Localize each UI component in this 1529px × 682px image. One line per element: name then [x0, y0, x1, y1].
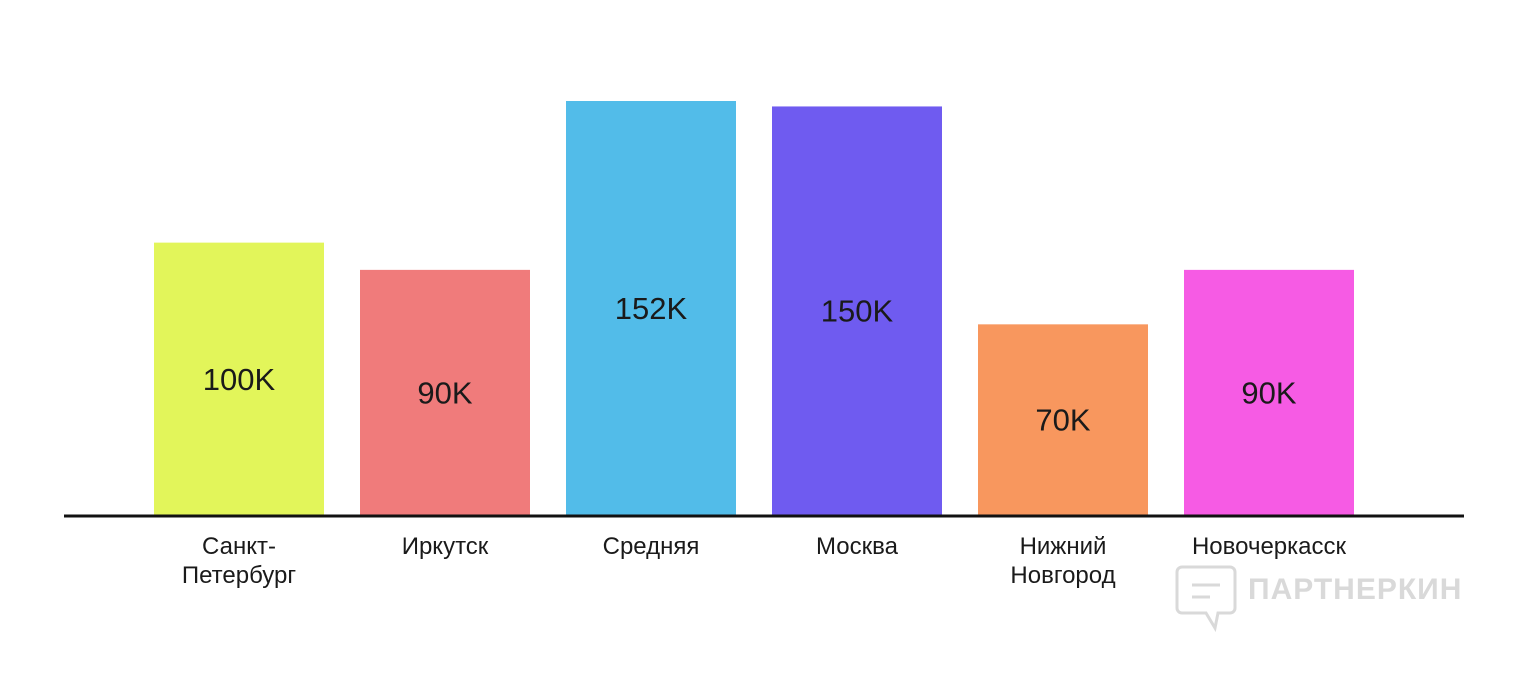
- bar-value-label: 90K: [1241, 375, 1296, 410]
- category-label: Иркутск: [402, 533, 489, 560]
- category-labels-group: Санкт-Петербург Иркутск Средняя Москва Нижни…: [182, 533, 1347, 589]
- category-label: Москва: [816, 533, 899, 560]
- bar: [154, 242, 324, 515]
- value-labels-group: 100K 90K 152K 150K 70K 90K: [203, 291, 1297, 438]
- bar-value-label: 70K: [1035, 403, 1090, 438]
- bar-value-label: 152K: [615, 291, 688, 326]
- bar-value-label: 150K: [821, 294, 894, 329]
- bar: [566, 101, 736, 515]
- bar: [772, 106, 942, 516]
- category-label: Средняя: [603, 533, 700, 560]
- bar: [978, 324, 1148, 515]
- bar-value-label: 100K: [203, 362, 276, 397]
- bar: [360, 269, 530, 515]
- bars-group: [154, 101, 1354, 516]
- watermark-text: ПАРТНЕРКИН: [1248, 573, 1462, 606]
- watermark: ПАРТНЕРКИН: [1175, 565, 1462, 633]
- bar: [1184, 269, 1354, 515]
- chat-bubble-logo-icon: [1175, 565, 1237, 633]
- category-label: Нижний Новгород: [1010, 533, 1115, 589]
- category-label: Новочеркасск: [1192, 533, 1347, 560]
- bar-value-label: 90K: [417, 375, 472, 410]
- category-label: Санкт-Петербург: [182, 533, 297, 589]
